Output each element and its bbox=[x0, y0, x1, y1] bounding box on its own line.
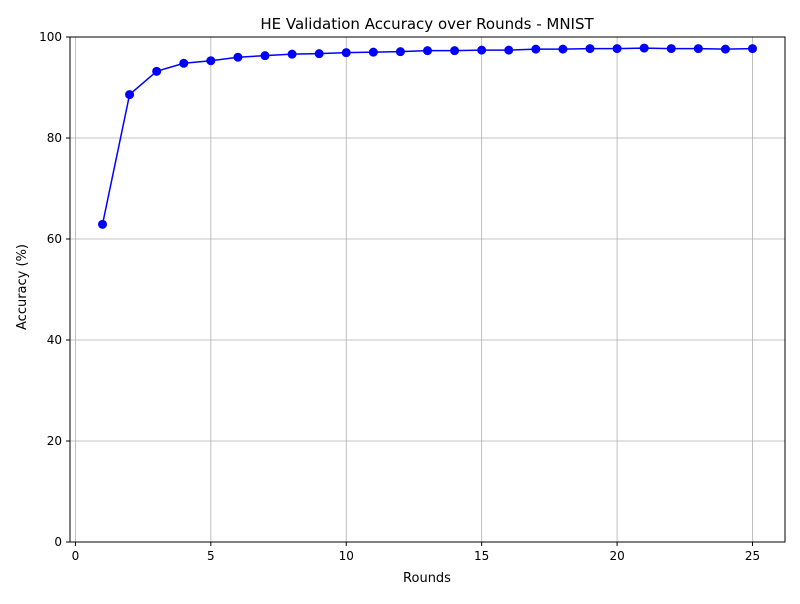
data-point bbox=[666, 44, 676, 54]
x-tick-label: 0 bbox=[72, 549, 80, 563]
data-point bbox=[585, 44, 595, 54]
data-point bbox=[152, 66, 162, 76]
x-axis-label: Rounds bbox=[403, 571, 451, 586]
data-point bbox=[693, 44, 703, 54]
x-tick-label: 10 bbox=[339, 549, 354, 563]
data-point bbox=[287, 49, 297, 59]
data-point bbox=[314, 49, 324, 59]
data-point bbox=[504, 45, 514, 55]
x-tick-label: 5 bbox=[207, 549, 215, 563]
data-point bbox=[179, 58, 189, 68]
y-tick-label: 100 bbox=[39, 30, 62, 44]
data-point bbox=[720, 44, 730, 54]
x-tick-label: 25 bbox=[745, 549, 760, 563]
data-point bbox=[558, 44, 568, 54]
y-tick-label: 20 bbox=[47, 434, 62, 448]
data-point bbox=[233, 52, 243, 62]
data-point bbox=[98, 219, 107, 229]
data-point bbox=[260, 51, 270, 61]
data-point bbox=[450, 46, 460, 56]
grid-layer bbox=[70, 36, 785, 543]
y-tick-label: 80 bbox=[47, 131, 62, 145]
chart-title: HE Validation Accuracy over Rounds - MNI… bbox=[260, 15, 594, 33]
series-line bbox=[101, 47, 753, 225]
data-point bbox=[206, 56, 216, 66]
data-point bbox=[477, 45, 487, 55]
data-point bbox=[395, 47, 405, 57]
data-point bbox=[125, 90, 135, 100]
y-tick-label: 40 bbox=[47, 333, 62, 347]
x-tick-label: 20 bbox=[609, 549, 624, 563]
y-axis-label: Accuracy (%) bbox=[15, 244, 30, 330]
data-point bbox=[639, 43, 649, 53]
x-tick-label: 15 bbox=[474, 549, 489, 563]
series-layer bbox=[98, 43, 757, 229]
data-point bbox=[748, 44, 757, 54]
ticks-layer: 0 5 10 15 20 25 0 20 40 60 80 100 bbox=[39, 30, 760, 563]
data-point bbox=[341, 48, 351, 58]
data-point bbox=[531, 44, 541, 54]
y-tick-label: 0 bbox=[54, 535, 62, 549]
axes-layer bbox=[69, 36, 786, 543]
y-tick-label: 60 bbox=[47, 232, 62, 246]
data-point bbox=[368, 47, 378, 57]
data-point bbox=[612, 44, 622, 54]
data-point bbox=[423, 46, 432, 56]
plot-frame bbox=[69, 36, 786, 543]
